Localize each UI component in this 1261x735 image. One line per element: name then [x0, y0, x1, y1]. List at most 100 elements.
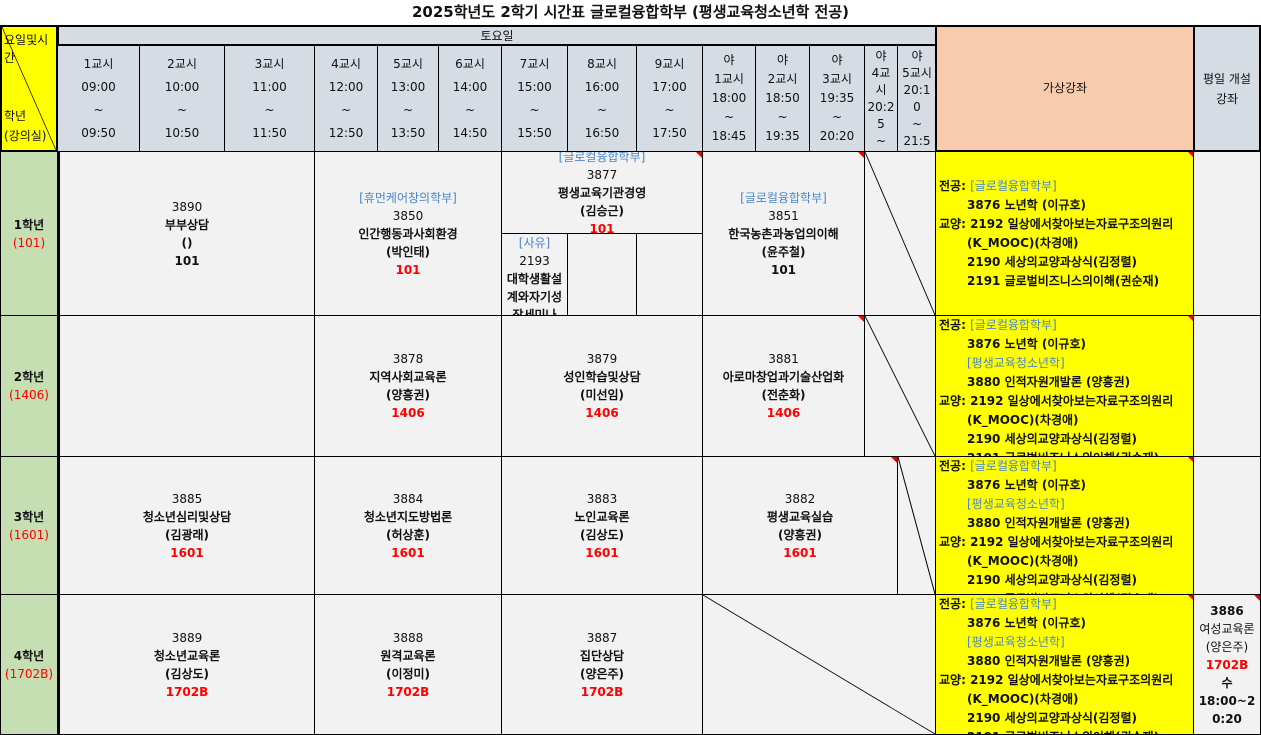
course-room: 1702B [386, 684, 430, 699]
course-code: 3878 [392, 352, 424, 366]
blocked-cell [864, 315, 936, 457]
comment-marker-icon [858, 316, 864, 322]
course-dept: [사유] [518, 236, 551, 250]
course-cell[interactable]: [글로컬융합학부] 3851 한국농촌과농업의이해 (윤주철) 101 [702, 151, 865, 316]
course-code: 3884 [392, 491, 424, 506]
course-name: 평생교육기관경영 [557, 185, 647, 200]
course-cell[interactable]: 3881 아로마창업과기술산업화 (전춘화) 1406 [702, 315, 865, 457]
course-professor: (전춘화) [761, 388, 806, 402]
virtual-course-text: 2191 글로벌비즈니스의이해(권순재) [967, 592, 1159, 594]
course-cell[interactable]: [사유] 2193 대학생활설계와자기성장세미나 [501, 233, 568, 316]
course-cell[interactable]: 3879 성인학습및상담 (미선임) 1406 [501, 315, 703, 457]
comment-marker-icon [1254, 595, 1260, 601]
course-cell[interactable]: 3885 청소년심리및상담 (김광래) 1601 [57, 456, 315, 595]
course-cell[interactable]: 3883 노인교육론 (김상도) 1601 [501, 456, 703, 595]
course-code: 3850 [392, 208, 424, 223]
course-name: 부부상담 [164, 217, 210, 232]
course-professor: (이정미) [385, 666, 431, 681]
period-header-11: 야 2교시 18:50 ~ 19:35 [755, 45, 810, 152]
virtual-course-text: (K_MOOC)(차경애) [967, 413, 1079, 427]
empty-cell[interactable] [57, 315, 315, 457]
grade-3: 3학년 (1601) [0, 456, 58, 595]
virtual-course-line: 교양: 2192 일상에서찾아보는자료구조의원리 [939, 392, 1173, 411]
blocked-cell [864, 151, 936, 316]
weekday-empty-cell[interactable] [1193, 315, 1261, 457]
course-professor: (김상도) [164, 666, 210, 681]
course-name: 원격교육론 [380, 648, 436, 663]
virtual-course-text: [글로컬융합학부] [970, 178, 1057, 193]
course-name: 집단상담 [579, 648, 625, 663]
corner-bottom-label: 학년 (강의실) [4, 109, 47, 143]
virtual-cell[interactable]: 전공: [글로컬융합학부] 3876 노년학 (이규호) [평생교육청소년학] 388… [935, 594, 1195, 735]
course-code: 3888 [392, 630, 424, 645]
virtual-course-text: [평생교육청소년학] [967, 356, 1065, 370]
period-header-9: 9교시 17:00 ~ 17:50 [636, 45, 703, 152]
course-cell[interactable]: 3884 청소년지도방법론 (허상훈) 1601 [314, 456, 502, 595]
course-professor: (박인태) [385, 244, 431, 259]
course-professor: () [181, 235, 193, 250]
course-cell[interactable]: 3887 집단상담 (양은주) 1702B [501, 594, 703, 735]
course-room: 101 [589, 221, 615, 234]
virtual-cell[interactable]: 전공: [글로컬융합학부] 3876 노년학 (이규호) [평생교육청소년학] 388… [935, 456, 1195, 595]
virtual-cell[interactable]: 전공: [글로컬융합학부] 3876 노년학 (이규호) [평생교육청소년학] 388… [935, 315, 1195, 457]
virtual-course-text: 2192 일상에서찾아보는자료구조의원리 [970, 673, 1174, 687]
virtual-course-line: 2190 세상의교양과상식(김정렬) [939, 571, 1137, 590]
corner-header: 요일및시간 학년 (강의실) [0, 25, 58, 152]
course-cell[interactable]: [글로컬융합학부] 3877 평생교육기관경영 (김승근) 101 [501, 151, 703, 234]
empty-cell[interactable] [636, 233, 703, 316]
course-day: 수 [1221, 675, 1233, 690]
virtual-course-text: [평생교육청소년학] [967, 497, 1065, 511]
course-cell[interactable]: 3889 청소년교육론 (김상도) 1702B [57, 594, 315, 735]
virtual-course-text: 3880 인적자원개발론 (양흥권) [967, 516, 1131, 530]
course-code: 3886 [1210, 603, 1244, 618]
virtual-course-line: 전공: [글로컬융합학부] [939, 316, 1057, 335]
grade-room: (101) [12, 235, 46, 250]
course-name: 아로마창업과기술산업화 [722, 370, 845, 384]
course-code: 3881 [768, 352, 799, 366]
period-header-2: 2교시 10:00 ~ 10:50 [139, 45, 225, 152]
course-professor: (허상훈) [385, 527, 431, 542]
course-code: 3885 [171, 491, 203, 506]
weekday-empty-cell[interactable] [1193, 456, 1261, 595]
virtual-course-line: [평생교육청소년학] [939, 495, 1065, 514]
course-cell[interactable]: 3888 원격교육론 (이정미) 1702B [314, 594, 502, 735]
course-name: 성인학습및상담 [563, 370, 641, 384]
virtual-course-line: 전공: [글로컬융합학부] [939, 457, 1057, 476]
course-name: 청소년지도방법론 [363, 509, 453, 524]
weekday-empty-cell[interactable] [1193, 151, 1261, 316]
virtual-cell[interactable]: 전공: [글로컬융합학부] 3876 노년학 (이규호) 교양: 2192 일상에서… [935, 151, 1195, 316]
virtual-course-line: 3876 노년학 (이규호) [939, 196, 1086, 215]
course-room: 1702B [580, 684, 624, 699]
course-professor: (김상도) [579, 527, 625, 542]
category-label: 교양: [939, 673, 971, 687]
course-room: 1601 [170, 545, 204, 560]
course-room: 1406 [766, 406, 801, 420]
course-room: 101 [395, 262, 421, 277]
course-dept: [글로컬융합학부] [740, 190, 827, 205]
course-name: 인간행동과사회환경 [358, 226, 458, 241]
virtual-course-text: 3880 인적자원개발론 (양흥권) [967, 654, 1131, 668]
course-room: 101 [174, 253, 200, 268]
weekday-course-cell[interactable]: 3886 여성교육론 (양은주) 1702B 수 18:00~20:20 [1193, 594, 1261, 735]
day-header: 토요일 [57, 25, 937, 46]
course-cell[interactable]: 3882 평생교육실습 (양흥권) 1601 [702, 456, 898, 595]
category-label: 전공: [939, 178, 971, 193]
virtual-course-line: 전공: [글로컬융합학부] [939, 595, 1057, 614]
course-cell[interactable]: 3878 지역사회교육론 (양흥권) 1406 [314, 315, 502, 457]
sheet-title: 2025학년도 2학기 시간표 글로컬융합학부 (평생교육청소년학 전공) [411, 3, 849, 21]
virtual-course-text: 2190 세상의교양과상식(김정렬) [967, 432, 1137, 446]
comment-marker-icon [858, 152, 864, 158]
period-header-7: 7교시 15:00 ~ 15:50 [501, 45, 568, 152]
virtual-course-line: 2191 글로벌비즈니스의이해(권순재) [939, 728, 1159, 734]
course-name: 청소년교육론 [153, 648, 221, 663]
course-code: 3883 [586, 491, 618, 506]
category-label: 전공: [939, 318, 971, 332]
virtual-course-line: 교양: 2192 일상에서찾아보는자료구조의원리 [939, 215, 1173, 234]
course-cell[interactable]: 3890 부부상담 () 101 [57, 151, 315, 316]
virtual-course-line: 2191 글로벌비즈니스의이해(권순재) [939, 449, 1159, 456]
virtual-course-text: 3880 인적자원개발론 (양흥권) [967, 375, 1131, 389]
empty-cell[interactable] [567, 233, 637, 316]
course-name: 노인교육론 [574, 509, 630, 524]
period-header-1: 1교시 09:00 ~ 09:50 [57, 45, 140, 152]
course-cell[interactable]: [휴먼케어창의학부] 3850 인간행동과사회환경 (박인태) 101 [314, 151, 502, 316]
